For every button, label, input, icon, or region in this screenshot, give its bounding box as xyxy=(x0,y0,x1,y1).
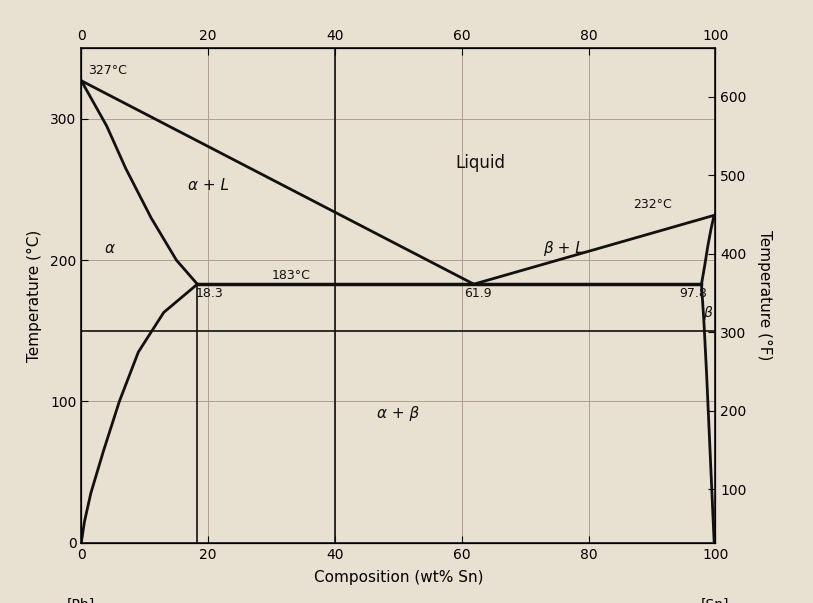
Text: β: β xyxy=(703,306,712,320)
Text: [Pb]: [Pb] xyxy=(67,598,95,603)
Y-axis label: Temperature (°C): Temperature (°C) xyxy=(27,229,41,362)
Text: 183°C: 183°C xyxy=(272,268,311,282)
Text: [Sn]: [Sn] xyxy=(701,598,730,603)
Text: α + β: α + β xyxy=(377,406,420,421)
Text: Liquid: Liquid xyxy=(456,154,506,172)
Text: 18.3: 18.3 xyxy=(195,287,224,300)
Text: 232°C: 232°C xyxy=(633,198,672,211)
Text: β + L: β + L xyxy=(543,241,584,256)
X-axis label: Composition (wt% Sn): Composition (wt% Sn) xyxy=(314,570,483,585)
Text: 61.9: 61.9 xyxy=(464,287,492,300)
Text: 327°C: 327°C xyxy=(88,64,127,77)
Text: α + L: α + L xyxy=(188,177,228,192)
Text: α: α xyxy=(105,241,115,256)
Y-axis label: Temperature (°F): Temperature (°F) xyxy=(757,230,772,361)
Text: 97.8: 97.8 xyxy=(680,287,707,300)
